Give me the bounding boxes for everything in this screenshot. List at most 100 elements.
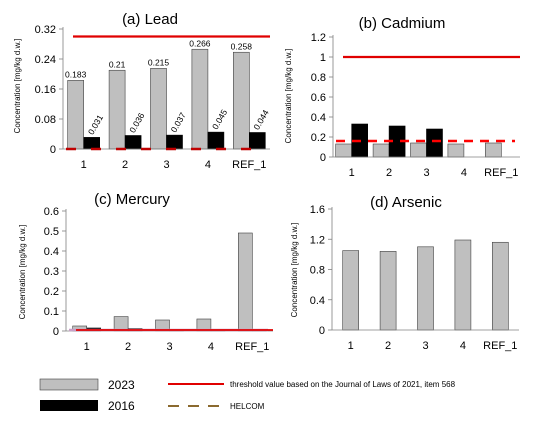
mercury-ytick-label: 0.2 — [44, 286, 59, 298]
cadmium-ytick-label: 0.2 — [311, 132, 326, 144]
cadmium-bar-2023-3 — [410, 142, 427, 158]
legend-label-2023: 2023 — [108, 378, 135, 392]
arsenic-xtick-label: 4 — [460, 340, 466, 352]
cadmium-xtick-label: 4 — [461, 167, 467, 179]
lead-bar-2023-4 — [191, 48, 209, 150]
lead-bar-2023-1 — [67, 80, 84, 150]
cadmium-ytick-label: 0.8 — [311, 72, 326, 84]
chart-cadmium: 0 0.2 0.4 0.6 0.8 1 1.2 1 2 3 4 REF_1 — [311, 32, 520, 179]
lead-data-label-2016: 0.044 — [251, 108, 270, 132]
lead-bar-2023-REF_1 — [233, 51, 250, 150]
lead-bar-2016-4 — [207, 131, 225, 150]
mercury-ytick-label: 0.3 — [44, 266, 59, 278]
lead-bar-2016-1 — [83, 137, 100, 150]
arsenic-ytick-label: 0.8 — [310, 265, 325, 277]
arsenic-ytick-label: 1.2 — [310, 234, 325, 246]
lead-bar-2016-2 — [124, 135, 142, 150]
lead-data-label-2023: 0.215 — [148, 57, 170, 67]
cadmium-bar-2023-2 — [372, 143, 390, 158]
legend-helcom-label: HELCOM — [230, 402, 265, 411]
arsenic-bar-2023-1 — [342, 250, 360, 331]
cadmium-ytick-label: 0 — [320, 152, 326, 164]
cadmium-xtick-label: REF_1 — [484, 167, 518, 179]
legend: 2023 2016 threshold value based on the J… — [39, 378, 456, 413]
arsenic-ylabel: Concentration [mg/kg d.w.] — [290, 223, 299, 318]
chart-mercury: 0 0.1 0.2 0.3 0.4 0.5 0.6 1 2 3 4 REF_1 — [44, 206, 273, 353]
mercury-ytick-label: 0.6 — [44, 206, 59, 218]
arsenic-ytick-label: 0.4 — [310, 295, 325, 307]
lead-xtick-label: 4 — [205, 159, 211, 171]
arsenic-ytick-label: 0 — [319, 325, 325, 337]
arsenic-title: (d) Arsenic — [370, 194, 442, 211]
cadmium-ytick-label: 0.6 — [311, 92, 326, 104]
arsenic-xtick-label: 1 — [348, 340, 354, 352]
cadmium-xtick-label: 2 — [386, 167, 392, 179]
cadmium-ytick-label: 1 — [320, 52, 326, 64]
lead-data-label-2023: 0.183 — [65, 69, 87, 79]
lead-xtick-label: 2 — [122, 159, 128, 171]
mercury-title: (c) Mercury — [94, 191, 170, 208]
arsenic-bar-2023-3 — [417, 246, 434, 331]
cadmium-ylabel: Concentration [mg/kg d.w.] — [284, 49, 293, 144]
cadmium-ytick-label: 0.4 — [311, 112, 326, 124]
lead-bar-2016-3 — [166, 134, 183, 150]
panel-cadmium: (b) Cadmium Concentration [mg/kg d.w.] — [284, 15, 445, 143]
lead-xtick-label: 3 — [163, 159, 169, 171]
mercury-xtick-label: REF_1 — [235, 341, 269, 353]
arsenic-ytick-label: 1.6 — [310, 204, 325, 216]
lead-ylabel: Concentration [mg/kg d.w.] — [13, 39, 22, 134]
legend-label-2016: 2016 — [108, 399, 135, 413]
cadmium-xtick-label: 1 — [349, 167, 355, 179]
mercury-ytick-label: 0.1 — [44, 306, 59, 318]
mercury-xtick-label: 1 — [84, 341, 90, 353]
panel-lead: (a) Lead Concentration [mg/kg d.w.] — [13, 11, 178, 133]
lead-bar-2023-2 — [108, 69, 126, 150]
lead-ytick-label: 0.08 — [35, 114, 56, 126]
cadmium-xtick-label: 3 — [423, 167, 429, 179]
arsenic-xtick-label: REF_1 — [483, 340, 517, 352]
panel-arsenic: (d) Arsenic Concentration [mg/kg d.w.] — [290, 194, 442, 317]
mercury-ytick-label: 0 — [53, 326, 59, 338]
cadmium-title: (b) Cadmium — [359, 15, 446, 32]
arsenic-xtick-label: 3 — [422, 340, 428, 352]
lead-data-label-2016: 0.031 — [86, 113, 105, 137]
lead-data-label-2023: 0.258 — [231, 41, 253, 51]
lead-title: (a) Lead — [122, 11, 178, 28]
lead-xtick-label: REF_1 — [232, 159, 266, 171]
arsenic-bar-2023-2 — [379, 251, 397, 331]
legend-swatch-2023 — [39, 378, 99, 391]
lead-xtick-label: 1 — [81, 159, 87, 171]
mercury-bar-2023-REF_1 — [238, 232, 253, 332]
mercury-xtick-label: 4 — [208, 341, 214, 353]
lead-ytick-label: 0 — [50, 144, 56, 156]
lead-bar-2016-REF_1 — [249, 132, 266, 150]
chart-arsenic: 0 0.4 0.8 1.2 1.6 1 2 3 4 REF_1 — [310, 204, 519, 352]
lead-data-label-2016: 0.045 — [210, 107, 229, 131]
mercury-xtick-label: 2 — [125, 341, 131, 353]
lead-bar-2023-3 — [150, 68, 167, 150]
cadmium-ytick-label: 1.2 — [311, 32, 326, 44]
chart-lead: 0 0.08 0.16 0.24 0.32 1 2 3 4 REF_1 0.183 0.031 0.21… — [35, 24, 271, 171]
mercury-xtick-label: 3 — [166, 341, 172, 353]
legend-threshold-label: threshold value based on the Journal of … — [230, 380, 456, 389]
cadmium-bar-2016-3 — [426, 128, 443, 158]
cadmium-bar-2023-REF_1 — [484, 142, 502, 158]
panel-mercury: (c) Mercury Concentration [mg/kg d.w.] — [18, 191, 170, 319]
lead-data-label-2023: 0.21 — [109, 59, 126, 69]
lead-data-label-2023: 0.266 — [189, 38, 211, 48]
plot-area: 00.080.160.240.321 2 3 4 REF_10.1830.0310.21… — [35, 24, 520, 353]
cadmium-bar-2023-4 — [447, 143, 465, 158]
lead-data-label-2016: 0.036 — [127, 111, 146, 135]
lead-ytick-label: 0.24 — [35, 54, 56, 66]
mercury-ytick-label: 0.5 — [44, 226, 59, 238]
cadmium-bar-2023-1 — [335, 143, 353, 158]
lead-ytick-label: 0.32 — [35, 24, 56, 36]
lead-ytick-label: 0.16 — [35, 84, 56, 96]
mercury-ylabel: Concentration [mg/kg d.w.] — [18, 225, 27, 320]
arsenic-xtick-label: 2 — [385, 340, 391, 352]
arsenic-bar-2023-REF_1 — [491, 241, 509, 331]
lead-data-label-2016: 0.037 — [169, 110, 188, 134]
legend-swatch-2016 — [40, 400, 98, 411]
arsenic-bar-2023-4 — [454, 239, 472, 331]
